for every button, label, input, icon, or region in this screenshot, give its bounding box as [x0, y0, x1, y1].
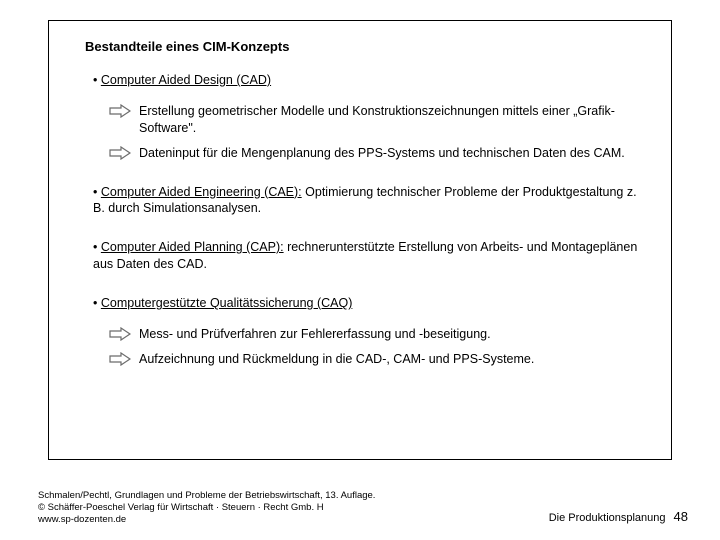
- slide-title: Bestandteile eines CIM-Konzepts: [85, 39, 643, 54]
- caq-sub-2-text: Aufzeichnung und Rückmeldung in die CAD-…: [139, 351, 534, 368]
- content-frame: Bestandteile eines CIM-Konzepts • Comput…: [48, 20, 672, 460]
- footer-line-2: © Schäffer-Poeschel Verlag für Wirtschaf…: [38, 502, 375, 514]
- footer: Schmalen/Pechtl, Grundlagen und Probleme…: [38, 490, 688, 526]
- caq-sub-1-text: Mess- und Prüfverfahren zur Fehlererfass…: [139, 326, 491, 343]
- cad-heading: • Computer Aided Design (CAD): [93, 72, 643, 89]
- caq-sub-2: Aufzeichnung und Rückmeldung in die CAD-…: [109, 351, 643, 368]
- caq-sub-1: Mess- und Prüfverfahren zur Fehlererfass…: [109, 326, 643, 343]
- cae-heading-text: Computer Aided Engineering (CAE):: [101, 185, 302, 199]
- arrow-icon: [109, 146, 131, 160]
- arrow-icon: [109, 327, 131, 341]
- footer-line-1: Schmalen/Pechtl, Grundlagen und Probleme…: [38, 490, 375, 502]
- caq-heading: • Computergestützte Qualitätssicherung (…: [93, 295, 643, 312]
- footer-line-3: www.sp-dozenten.de: [38, 514, 375, 526]
- cad-sub-2: Dateninput für die Mengenplanung des PPS…: [109, 145, 643, 162]
- footer-right: Die Produktionsplanung 48: [549, 509, 688, 526]
- cad-sub-1: Erstellung geometrischer Modelle und Kon…: [109, 103, 643, 137]
- cae-line: • Computer Aided Engineering (CAE): Opti…: [93, 184, 643, 218]
- caq-heading-text: Computergestützte Qualitätssicherung (CA…: [101, 296, 353, 310]
- section-cae: • Computer Aided Engineering (CAE): Opti…: [85, 184, 643, 218]
- section-cad: • Computer Aided Design (CAD) Erstellung…: [85, 72, 643, 162]
- page-number: 48: [674, 509, 688, 525]
- footer-section-label: Die Produktionsplanung: [549, 512, 666, 526]
- bullet: •: [93, 296, 101, 310]
- bullet: •: [93, 73, 101, 87]
- cap-heading-text: Computer Aided Planning (CAP):: [101, 240, 284, 254]
- cap-line: • Computer Aided Planning (CAP): rechner…: [93, 239, 643, 273]
- cad-heading-text: Computer Aided Design (CAD): [101, 73, 271, 87]
- arrow-icon: [109, 104, 131, 118]
- cad-sub-2-text: Dateninput für die Mengenplanung des PPS…: [139, 145, 625, 162]
- cad-sub-1-text: Erstellung geometrischer Modelle und Kon…: [139, 103, 643, 137]
- footer-citation: Schmalen/Pechtl, Grundlagen und Probleme…: [38, 490, 375, 526]
- arrow-icon: [109, 352, 131, 366]
- section-caq: • Computergestützte Qualitätssicherung (…: [85, 295, 643, 368]
- section-cap: • Computer Aided Planning (CAP): rechner…: [85, 239, 643, 273]
- bullet: •: [93, 240, 101, 254]
- bullet: •: [93, 185, 101, 199]
